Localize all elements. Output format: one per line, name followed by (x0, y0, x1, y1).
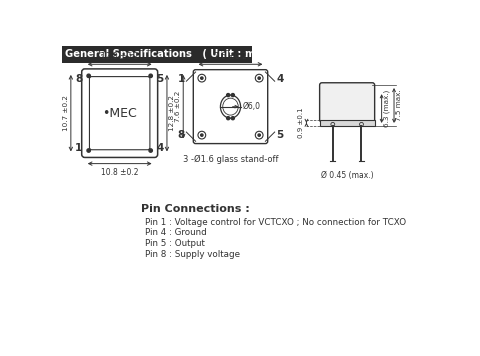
Bar (62, 46, 252, 63)
FancyBboxPatch shape (82, 69, 157, 157)
Text: 1: 1 (178, 74, 185, 84)
Text: General Specifications   ( Unit : mm ): General Specifications ( Unit : mm ) (65, 49, 274, 59)
Text: 7.6 ±0.2: 7.6 ±0.2 (214, 52, 247, 61)
Circle shape (201, 77, 203, 79)
Text: 6.3 (max.): 6.3 (max.) (384, 90, 390, 127)
FancyBboxPatch shape (193, 70, 268, 143)
Circle shape (231, 117, 234, 120)
Text: Pin 8 : Supply voltage: Pin 8 : Supply voltage (145, 250, 240, 259)
Text: 8: 8 (178, 130, 185, 140)
Circle shape (149, 149, 152, 152)
Text: 0.9 ±0.1: 0.9 ±0.1 (298, 108, 304, 138)
Text: 10.7 ±0.2: 10.7 ±0.2 (62, 95, 69, 131)
Text: 1: 1 (75, 143, 83, 153)
Text: 7.5 max.: 7.5 max. (396, 90, 402, 121)
Circle shape (87, 74, 90, 78)
Text: 4: 4 (276, 74, 284, 84)
Circle shape (258, 134, 260, 136)
Text: •MEC: •MEC (102, 107, 137, 120)
FancyBboxPatch shape (89, 77, 150, 150)
Text: 7.6 ±0.2: 7.6 ±0.2 (175, 91, 181, 122)
Text: Ø6,0: Ø6,0 (243, 102, 261, 111)
Circle shape (227, 94, 230, 96)
Text: 3 -Ø1.6 glass stand-off: 3 -Ø1.6 glass stand-off (183, 155, 278, 164)
Text: 4: 4 (156, 143, 164, 153)
Text: 12.8 ±0.2: 12.8 ±0.2 (169, 95, 175, 131)
Circle shape (231, 94, 234, 96)
Text: 10.8 ±0.2: 10.8 ±0.2 (101, 168, 138, 177)
Text: Pin 5 : Output: Pin 5 : Output (145, 239, 205, 248)
Text: 5: 5 (276, 130, 284, 140)
Text: 12.8 ±0.2: 12.8 ±0.2 (101, 52, 138, 61)
Text: Pin 1 : Voltage control for VCTCXO ; No connection for TCXO: Pin 1 : Voltage control for VCTCXO ; No … (145, 218, 407, 226)
Circle shape (149, 74, 152, 78)
Circle shape (201, 134, 203, 136)
Text: Pin Connections :: Pin Connections : (142, 204, 250, 214)
FancyBboxPatch shape (320, 83, 375, 122)
Bar (320, 120, 375, 126)
Circle shape (87, 149, 90, 152)
Text: 8: 8 (75, 74, 83, 84)
Text: 5: 5 (156, 74, 163, 84)
Text: Pin 4 : Ground: Pin 4 : Ground (145, 228, 207, 237)
Circle shape (258, 77, 260, 79)
Circle shape (227, 117, 230, 120)
Text: Ø 0.45 (max.): Ø 0.45 (max.) (321, 171, 373, 180)
